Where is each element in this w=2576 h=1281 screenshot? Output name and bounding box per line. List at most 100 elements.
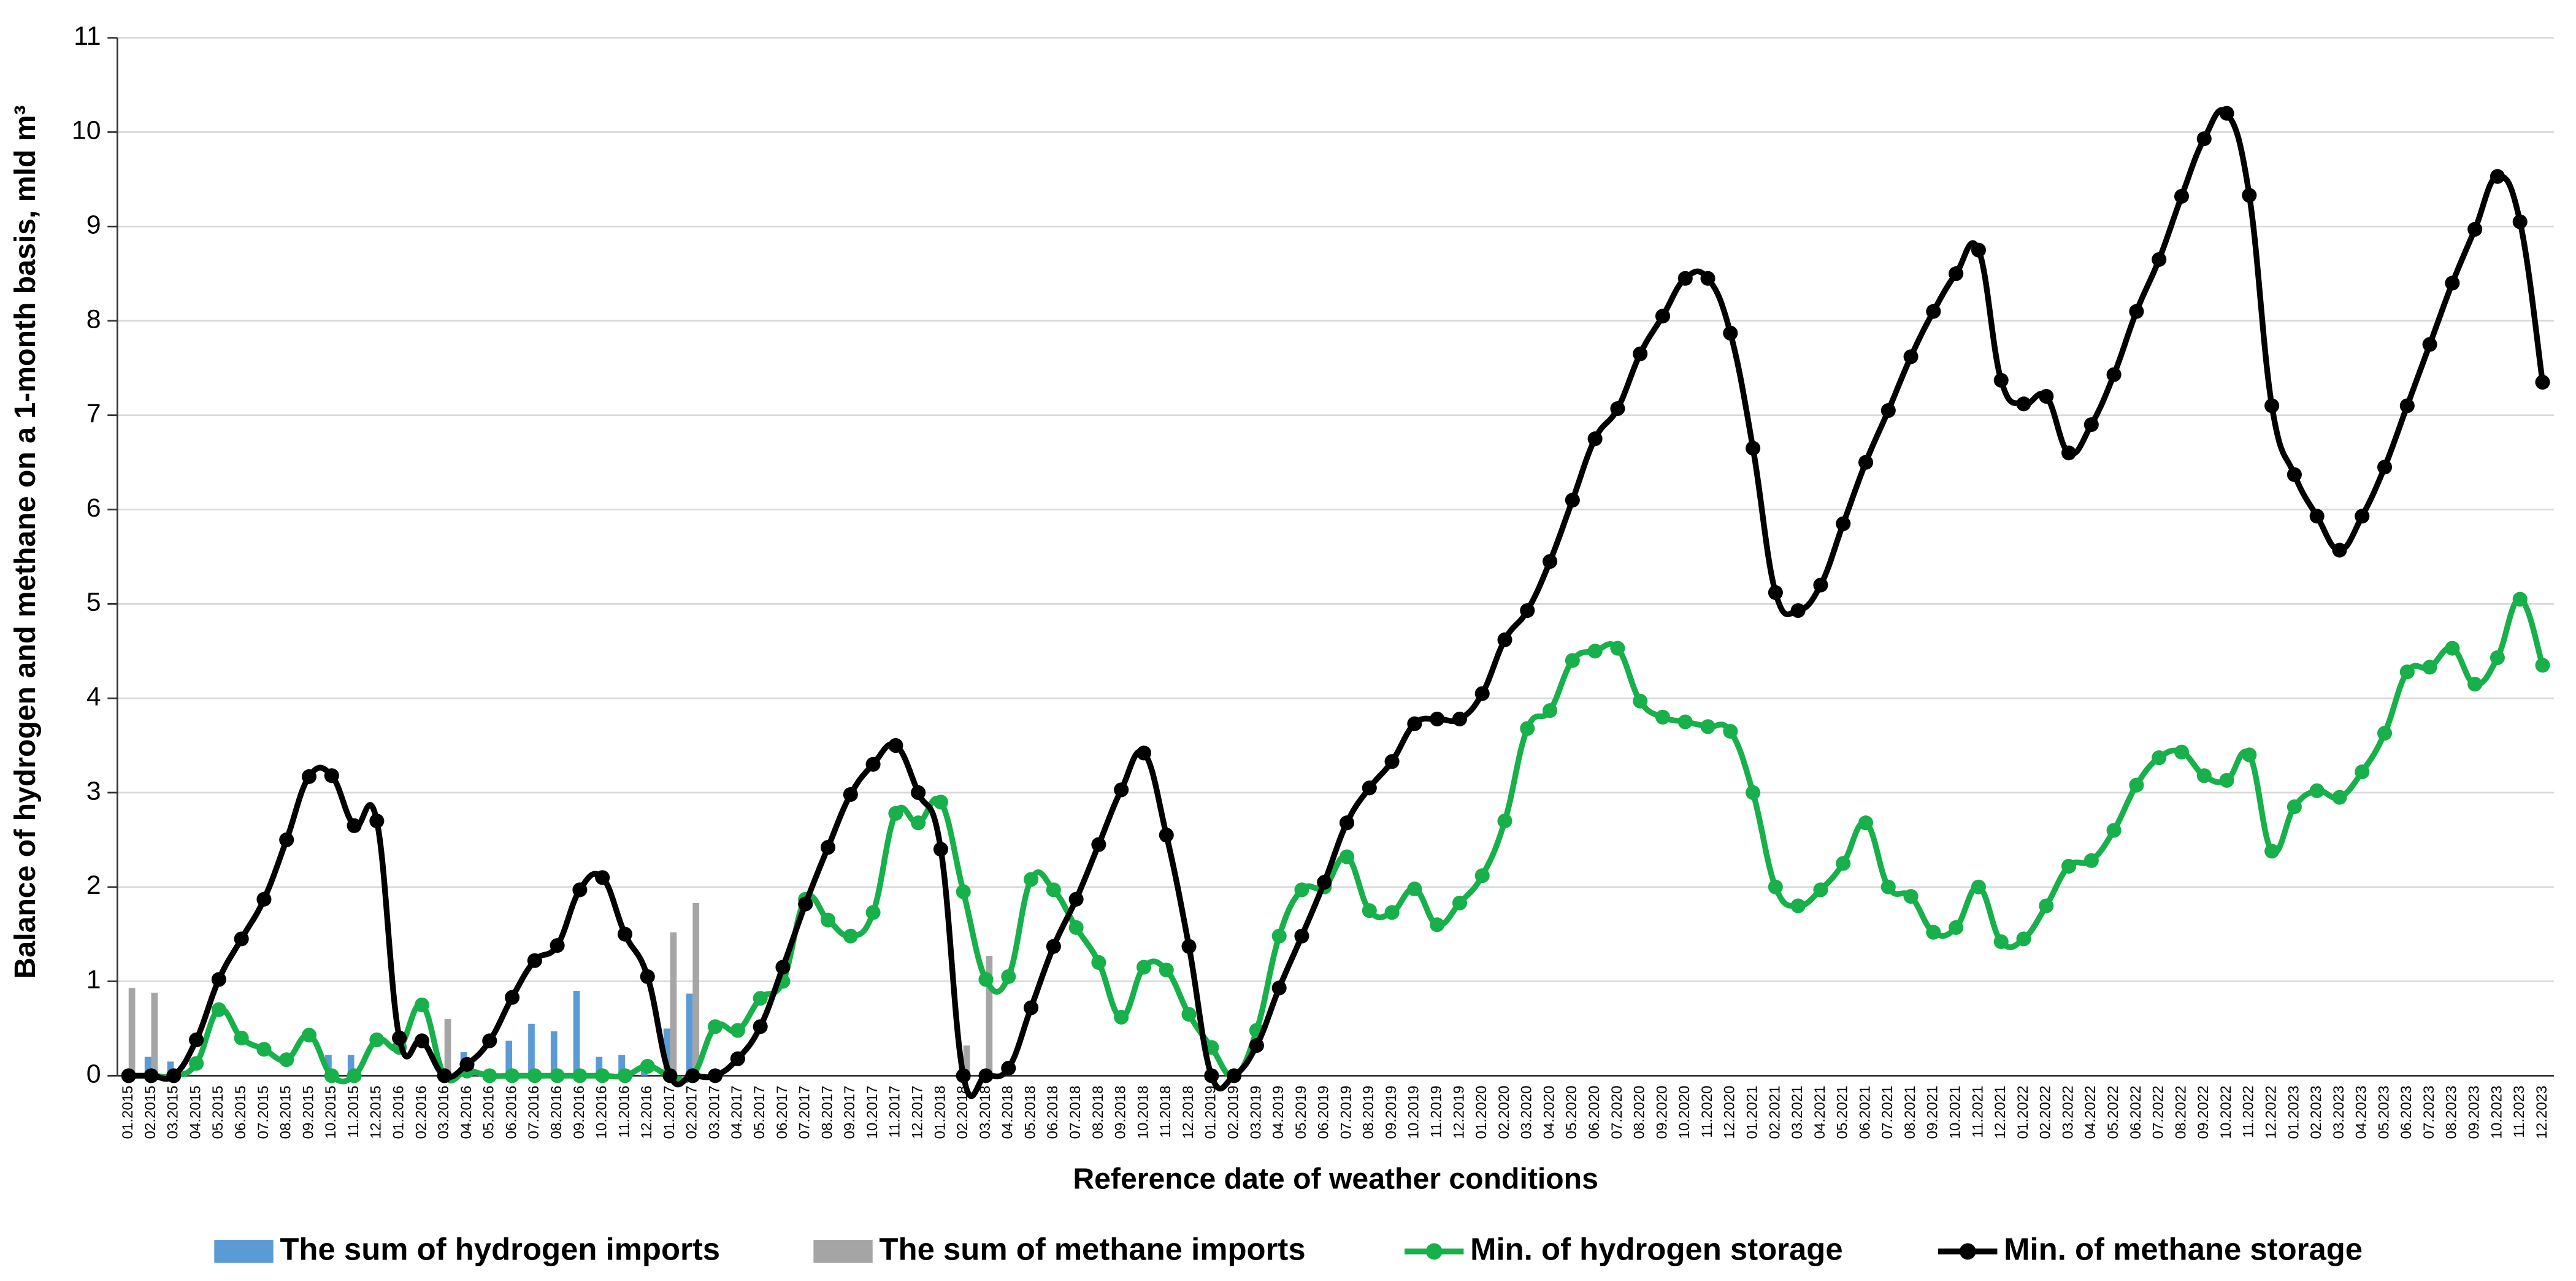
marker xyxy=(865,905,881,920)
bar xyxy=(550,1031,558,1076)
x-tick-label: 11.2023 xyxy=(2511,1085,2528,1137)
x-tick-label: 06.2021 xyxy=(1857,1085,1873,1139)
marker xyxy=(1430,917,1445,933)
legend-label: The sum of methane imports xyxy=(879,1231,1305,1266)
x-tick-label: 12.2018 xyxy=(1180,1085,1197,1139)
marker xyxy=(1046,882,1061,898)
x-tick-label: 06.2019 xyxy=(1316,1085,1332,1139)
marker xyxy=(1204,1068,1219,1083)
marker xyxy=(2512,214,2528,229)
bar xyxy=(128,988,136,1076)
marker xyxy=(888,738,903,753)
x-tick-label: 08.2020 xyxy=(1631,1085,1648,1139)
marker xyxy=(2083,853,2099,868)
y-tick-label: 8 xyxy=(86,304,101,334)
marker xyxy=(2490,169,2505,184)
marker xyxy=(1339,815,1355,831)
marker xyxy=(1723,723,1738,739)
x-tick-label: 04.2016 xyxy=(458,1085,475,1139)
x-tick-label: 12.2022 xyxy=(2263,1085,2279,1139)
marker xyxy=(550,1068,565,1083)
x-tick-label: 07.2019 xyxy=(1338,1085,1354,1139)
marker xyxy=(2242,188,2257,203)
x-tick-label: 09.2023 xyxy=(2466,1085,2483,1139)
marker xyxy=(1587,644,1603,659)
marker xyxy=(1227,1068,1242,1083)
y-tick-label: 4 xyxy=(86,682,101,711)
marker xyxy=(933,794,948,810)
x-tick-label: 01.2023 xyxy=(2285,1085,2302,1139)
marker xyxy=(1655,709,1671,725)
marker xyxy=(2287,799,2302,815)
marker xyxy=(2083,417,2099,433)
marker xyxy=(2196,768,2212,783)
marker xyxy=(189,1056,204,1071)
marker xyxy=(1001,1061,1016,1076)
x-tick-label: 10.2019 xyxy=(1406,1085,1422,1139)
marker xyxy=(1384,905,1400,920)
x-tick-label: 07.2020 xyxy=(1609,1085,1625,1139)
marker xyxy=(482,1033,497,1048)
marker xyxy=(121,1068,136,1083)
x-tick-label: 03.2022 xyxy=(2060,1085,2076,1139)
marker xyxy=(617,1068,633,1083)
marker xyxy=(753,1019,768,1034)
x-tick-label: 06.2023 xyxy=(2398,1085,2415,1139)
bar xyxy=(151,993,158,1076)
x-tick-label: 05.2017 xyxy=(751,1085,768,1139)
marker xyxy=(1136,745,1152,761)
marker xyxy=(1520,721,1535,736)
marker xyxy=(2039,898,2054,914)
marker xyxy=(820,840,836,855)
x-tick-label: 10.2015 xyxy=(323,1085,339,1139)
marker xyxy=(1452,895,1467,910)
x-tick-label: 05.2019 xyxy=(1293,1085,1309,1139)
marker xyxy=(2377,460,2393,475)
x-tick-label: 08.2017 xyxy=(819,1085,835,1139)
x-tick-label: 03.2021 xyxy=(1789,1085,1806,1139)
marker xyxy=(527,1068,542,1083)
marker xyxy=(1903,889,1919,904)
x-tick-label: 12.2021 xyxy=(1992,1085,2009,1139)
legend-label: Min. of methane storage xyxy=(2004,1231,2363,1266)
marker xyxy=(1700,719,1715,734)
marker xyxy=(662,1068,678,1083)
marker xyxy=(2242,747,2257,763)
marker xyxy=(2535,658,2550,673)
marker xyxy=(1633,346,1648,361)
marker xyxy=(1046,939,1061,954)
bar xyxy=(663,1028,670,1076)
x-tick-label: 02.2022 xyxy=(2037,1085,2054,1139)
marker xyxy=(1430,711,1445,727)
x-tick-label: 05.2015 xyxy=(210,1085,226,1139)
marker xyxy=(2332,790,2347,805)
x-tick-label: 06.2020 xyxy=(1586,1085,1603,1139)
marker xyxy=(211,972,226,987)
x-tick-label: 12.2017 xyxy=(910,1085,926,1139)
x-tick-label: 06.2016 xyxy=(503,1085,519,1139)
y-tick-label: 0 xyxy=(86,1060,101,1089)
marker xyxy=(505,990,520,1005)
marker xyxy=(2309,783,2325,798)
x-tick-label: 07.2017 xyxy=(797,1085,813,1139)
x-tick-label: 07.2021 xyxy=(1879,1085,1896,1139)
x-tick-label: 06.2017 xyxy=(774,1085,791,1139)
bar xyxy=(670,932,677,1076)
marker xyxy=(1768,585,1783,600)
marker xyxy=(347,818,362,833)
y-tick-label: 6 xyxy=(86,493,101,523)
marker xyxy=(324,768,339,783)
marker xyxy=(2355,764,2370,780)
marker xyxy=(2196,131,2212,147)
bar xyxy=(347,1055,355,1076)
x-tick-label: 04.2019 xyxy=(1270,1085,1287,1139)
x-tick-label: 12.2020 xyxy=(1722,1085,1738,1139)
marker xyxy=(1543,703,1558,718)
x-tick-label: 05.2022 xyxy=(2105,1085,2122,1139)
marker xyxy=(324,1068,339,1083)
x-tick-label: 09.2015 xyxy=(300,1085,316,1139)
marker xyxy=(1790,898,1806,914)
x-tick-label: 10.2021 xyxy=(1947,1085,1964,1139)
marker xyxy=(2467,221,2483,237)
legend-label: The sum of hydrogen imports xyxy=(280,1231,720,1266)
